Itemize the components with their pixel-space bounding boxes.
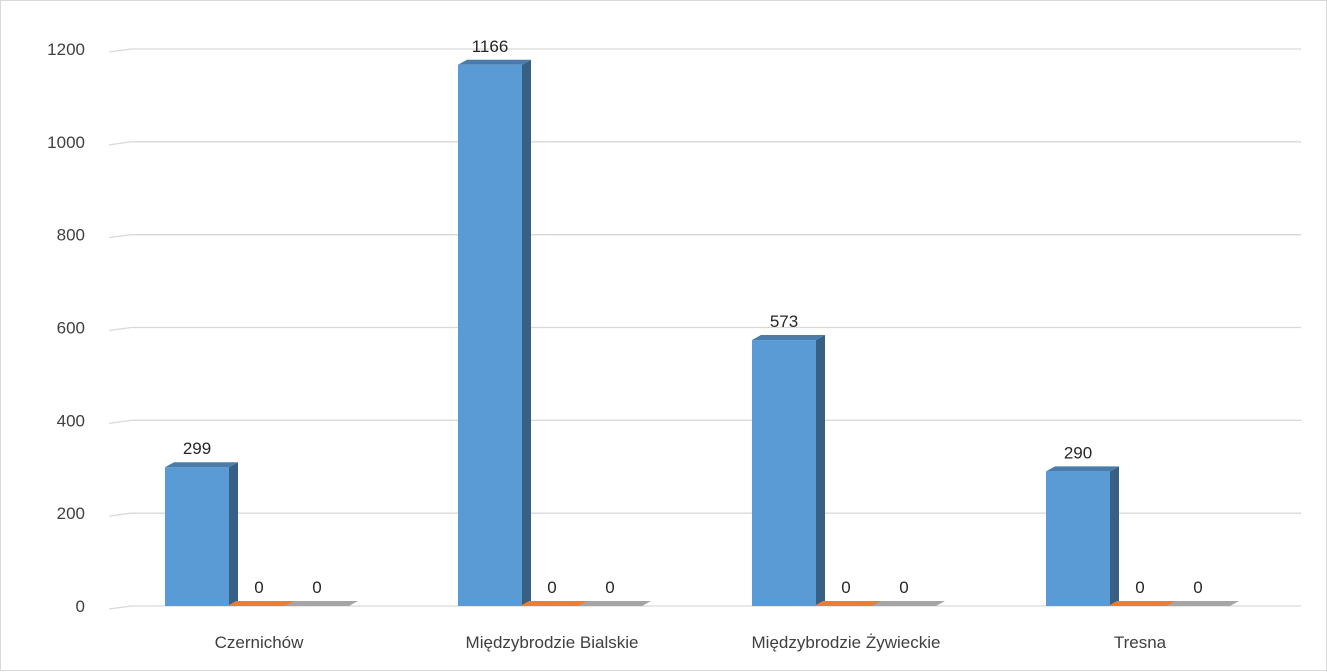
bar-top xyxy=(458,59,531,65)
y-tick-label: 600 xyxy=(57,319,85,338)
bar-top xyxy=(1046,466,1119,472)
x-category-label: Tresna xyxy=(1114,633,1167,652)
data-label: 0 xyxy=(312,578,321,597)
data-label: 1166 xyxy=(472,37,509,56)
data-label: 0 xyxy=(254,578,263,597)
data-label: 0 xyxy=(899,578,908,597)
bar xyxy=(285,601,358,606)
bar xyxy=(814,601,887,606)
y-tick-label: 1200 xyxy=(47,40,85,59)
bar-top xyxy=(752,335,825,341)
bar-top xyxy=(165,462,238,468)
bar xyxy=(1108,601,1181,606)
bar-side xyxy=(1110,466,1119,606)
bar xyxy=(458,64,522,606)
y-tick-label: 200 xyxy=(57,504,85,523)
data-label: 0 xyxy=(547,578,556,597)
data-label: 0 xyxy=(1193,578,1202,597)
bar xyxy=(872,601,945,606)
y-tick-label: 400 xyxy=(57,411,85,430)
bar-side xyxy=(229,462,238,606)
bar xyxy=(578,601,651,606)
bar xyxy=(227,601,300,606)
data-label: 0 xyxy=(1135,578,1144,597)
gridline-depth xyxy=(108,326,132,332)
bar xyxy=(520,601,593,606)
data-label: 0 xyxy=(841,578,850,597)
gridline-depth xyxy=(108,512,132,517)
x-category-label: Międzybrodzie Bialskie xyxy=(466,633,639,652)
data-label: 299 xyxy=(183,439,211,458)
y-tick-label: 0 xyxy=(76,597,85,616)
bar-side xyxy=(816,335,825,606)
bar xyxy=(165,467,229,606)
gridline-depth xyxy=(108,234,132,239)
x-category-label: Międzybrodzie Żywieckie xyxy=(752,633,941,652)
gridline-depth xyxy=(108,48,132,53)
x-category-label: Czernichów xyxy=(215,633,305,652)
gridline-depth xyxy=(108,605,132,610)
bar-side xyxy=(522,59,531,606)
data-label: 290 xyxy=(1064,443,1092,462)
bar xyxy=(752,340,816,606)
gridline-depth xyxy=(108,141,132,146)
data-label: 573 xyxy=(770,312,798,331)
data-label: 0 xyxy=(605,578,614,597)
gridline-depth xyxy=(108,419,132,424)
bar xyxy=(1166,601,1239,606)
bar xyxy=(1046,471,1110,606)
y-tick-label: 1000 xyxy=(47,133,85,152)
y-tick-label: 800 xyxy=(57,226,85,245)
